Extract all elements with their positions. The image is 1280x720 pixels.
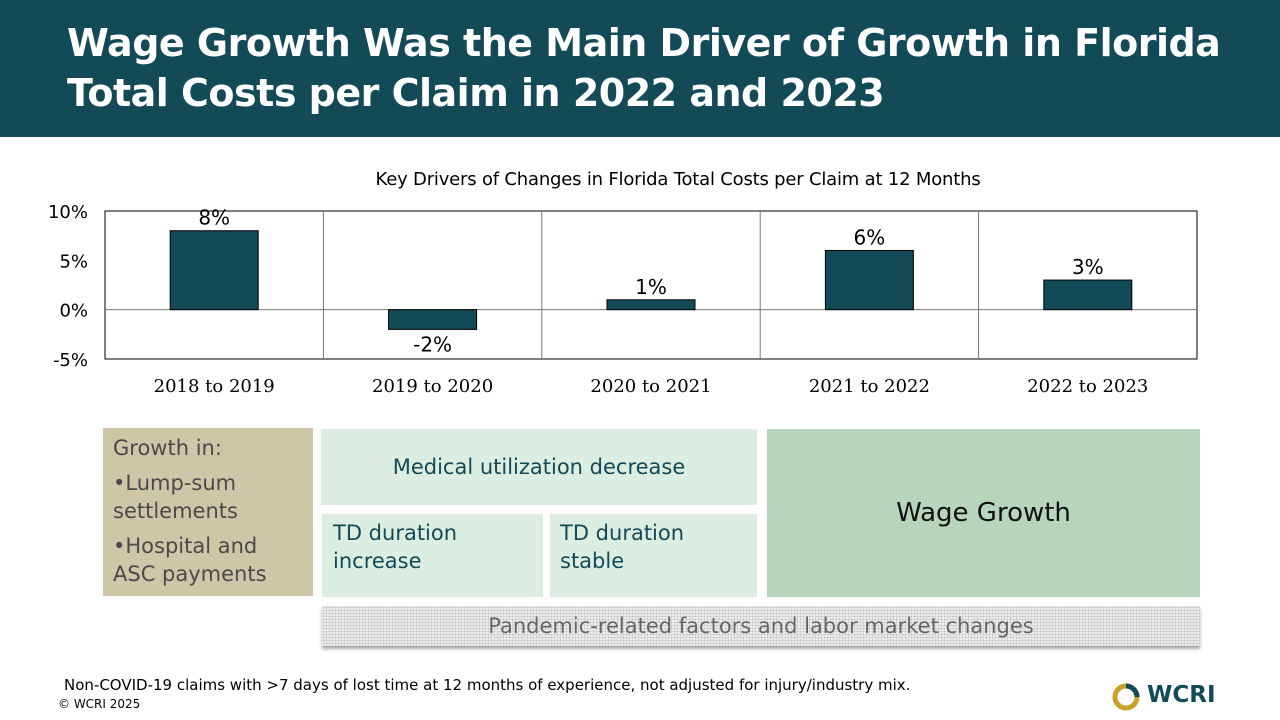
growth-heading: Growth in: bbox=[113, 436, 222, 460]
td-stable-line1: TD duration bbox=[560, 521, 685, 545]
td-duration-increase-box: TD duration increase bbox=[322, 514, 543, 597]
bar-value-label: 1% bbox=[635, 275, 667, 299]
bar-value-label: 6% bbox=[854, 225, 886, 249]
bar bbox=[824, 249, 914, 311]
wcri-logo-icon bbox=[1112, 683, 1140, 711]
header-banner: Wage Growth Was the Main Driver of Growt… bbox=[0, 0, 1280, 137]
growth-item-hospital-cont: ASC payments bbox=[113, 562, 267, 586]
growth-drivers-box: Growth in: •Lump-sum settlements •Hospit… bbox=[103, 428, 313, 596]
y-tick-label: 10% bbox=[48, 202, 88, 223]
page-title: Wage Growth Was the Main Driver of Growt… bbox=[67, 21, 1221, 115]
medical-utilization-label: Medical utilization decrease bbox=[392, 455, 686, 479]
medical-utilization-box: Medical utilization decrease bbox=[321, 429, 757, 505]
footnote: Non-COVID-19 claims with >7 days of lost… bbox=[64, 676, 911, 694]
bar bbox=[606, 299, 696, 311]
pandemic-factors-box: Pandemic-related factors and labor marke… bbox=[322, 606, 1200, 646]
pandemic-factors-label: Pandemic-related factors and labor marke… bbox=[488, 614, 1034, 638]
growth-item-lump-sum-cont: settlements bbox=[113, 499, 238, 523]
bar-value-label: -2% bbox=[413, 332, 452, 356]
wcri-logo-text: WCRI bbox=[1147, 682, 1216, 708]
x-tick-label: 2021 to 2022 bbox=[809, 376, 930, 397]
wcri-logo: WCRI bbox=[1112, 681, 1222, 713]
y-tick-label: 5% bbox=[59, 251, 88, 272]
chart-title: Key Drivers of Changes in Florida Total … bbox=[375, 169, 981, 190]
bar bbox=[169, 230, 259, 311]
y-tick-label: -5% bbox=[53, 350, 88, 371]
x-tick-label: 2018 to 2019 bbox=[154, 376, 275, 397]
growth-item-hospital: •Hospital and bbox=[113, 534, 258, 558]
bar bbox=[388, 309, 478, 330]
plot-frame bbox=[104, 210, 1198, 360]
td-increase-line1: TD duration bbox=[333, 521, 458, 545]
bar bbox=[1043, 279, 1133, 311]
td-increase-line2: increase bbox=[333, 549, 422, 573]
y-tick-label: 0% bbox=[59, 301, 88, 322]
td-stable-line2: stable bbox=[560, 549, 625, 573]
x-tick-label: 2020 to 2021 bbox=[590, 376, 711, 397]
x-tick-label: 2019 to 2020 bbox=[372, 376, 493, 397]
bar-value-label: 8% bbox=[198, 206, 230, 230]
x-tick-label: 2022 to 2023 bbox=[1027, 376, 1148, 397]
copyright: © WCRI 2025 bbox=[58, 697, 141, 711]
td-duration-stable-box: TD duration stable bbox=[550, 514, 757, 597]
wage-growth-label: Wage Growth bbox=[896, 498, 1071, 528]
bar-value-label: 3% bbox=[1072, 255, 1104, 279]
wage-growth-box: Wage Growth bbox=[767, 429, 1200, 597]
growth-item-lump-sum: •Lump-sum bbox=[113, 471, 237, 495]
